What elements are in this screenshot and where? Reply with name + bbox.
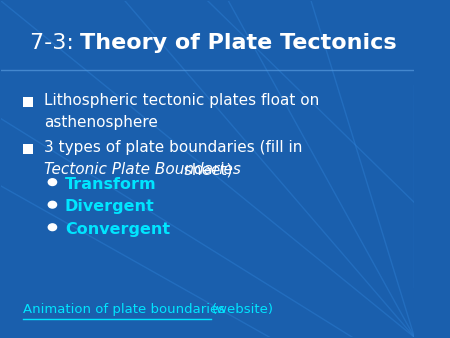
Text: (website): (website) [212,304,274,316]
Text: Animation of plate boundaries: Animation of plate boundaries [23,304,230,316]
Text: Convergent: Convergent [65,222,170,237]
Text: Theory of Plate Tectonics: Theory of Plate Tectonics [80,33,397,53]
Text: 3 types of plate boundaries (fill in: 3 types of plate boundaries (fill in [44,140,302,155]
Text: asthenosphere: asthenosphere [44,115,158,130]
Bar [23,144,32,154]
Text: Divergent: Divergent [65,199,155,214]
Text: 7-3:: 7-3: [30,33,88,53]
Circle shape [48,179,57,186]
Text: Lithospheric tectonic plates float on: Lithospheric tectonic plates float on [44,93,320,108]
Text: Tectonic Plate Boundaries: Tectonic Plate Boundaries [44,162,241,177]
Text: sheet): sheet) [179,162,232,177]
Bar [23,97,32,107]
Circle shape [48,224,57,231]
Text: Transform: Transform [65,177,157,192]
Circle shape [48,201,57,208]
